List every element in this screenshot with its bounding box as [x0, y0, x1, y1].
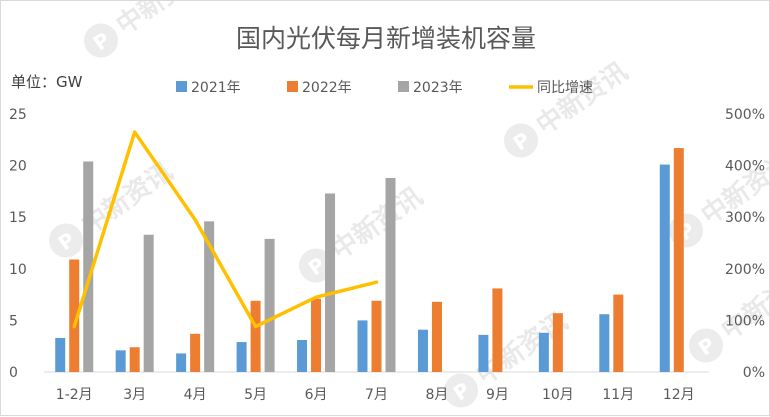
watermark-logo-icon [689, 328, 724, 363]
y-left-tick-label: 10 [9, 262, 27, 278]
bar [431, 301, 442, 372]
x-tick-label: 9月 [486, 387, 509, 403]
y-left-tick-label: 20 [9, 159, 27, 175]
x-tick-label: 7月 [365, 387, 388, 403]
bar [478, 334, 489, 372]
y-left-tick-label: 15 [9, 210, 27, 226]
bar [264, 238, 275, 372]
unit-label: 单位：GW [11, 73, 83, 91]
watermark-text: 中新资讯 [110, 1, 213, 41]
y-right-tick-label: 500% [725, 107, 765, 123]
y-left-tick-label: 25 [9, 107, 27, 123]
x-tick-label: 10月 [542, 387, 574, 403]
bar [115, 350, 126, 372]
bar [297, 340, 308, 372]
bar [236, 342, 247, 372]
watermark-text: 中新资讯 [325, 181, 428, 266]
bar [83, 161, 94, 372]
bar [176, 353, 187, 372]
bar [371, 300, 382, 372]
y-left-tick-label: 5 [9, 313, 18, 329]
y-left-tick-label: 0 [9, 365, 18, 381]
bar [385, 177, 396, 372]
y-axis-left: 0 5 10 15 20 25 [9, 107, 27, 381]
bar [613, 294, 624, 372]
bar [69, 259, 80, 372]
bar [659, 164, 670, 372]
bar [552, 313, 563, 372]
bar [55, 337, 66, 372]
bar [492, 288, 503, 372]
bar [417, 329, 428, 372]
legend-swatch [176, 81, 187, 92]
bar [325, 193, 336, 372]
y-right-tick-label: 200% [725, 262, 765, 278]
watermark-logo-icon [504, 123, 539, 158]
x-tick-label: 11月 [602, 387, 634, 403]
bar [357, 320, 368, 372]
watermark-logo-icon [299, 248, 334, 283]
bar [129, 347, 140, 372]
watermark-logo-icon [84, 23, 119, 58]
y-right-tick-label: 100% [725, 313, 765, 329]
legend-label: 2022年 [302, 80, 352, 96]
y-right-tick-label: 0% [743, 365, 765, 381]
bar [673, 148, 684, 372]
bar [599, 314, 610, 372]
line-layer [72, 130, 379, 329]
legend-label: 2021年 [191, 80, 241, 96]
y-right-tick-label: 300% [725, 210, 765, 226]
y-right-tick-label: 400% [725, 159, 765, 175]
x-tick-label: 6月 [305, 387, 328, 403]
x-tick-label: 8月 [425, 387, 448, 403]
bar [538, 332, 549, 372]
watermark-logo-icon [49, 223, 84, 258]
line-series [72, 130, 379, 329]
x-tick-label: 12月 [663, 387, 695, 403]
watermark-logo-icon [444, 373, 479, 408]
chart-title: 国内光伏每月新增装机容量 [236, 24, 536, 53]
watermark-text: 中新资讯 [530, 56, 633, 141]
x-tick-label: 4月 [184, 387, 207, 403]
bar [250, 300, 261, 372]
y-axis-right: 0% 100% 200% 300% 400% 500% [725, 107, 765, 381]
legend: 2021年 2022年 2023年 同比增速 [176, 80, 593, 96]
x-tick-label: 3月 [123, 387, 146, 403]
legend-label: 2023年 [413, 80, 463, 96]
legend-swatch [287, 81, 298, 92]
x-axis-labels: 1-2月 3月 4月 5月 6月 7月 8月 9月 10月 11月 12月 [56, 387, 695, 403]
x-tick-label: 1-2月 [56, 387, 93, 403]
bars-layer [55, 148, 684, 372]
bar [204, 221, 215, 372]
legend-swatch [398, 81, 409, 92]
legend-label: 同比增速 [537, 80, 593, 96]
bar [143, 234, 154, 372]
bar [311, 298, 322, 372]
bar [190, 333, 201, 372]
x-tick-label: 5月 [244, 387, 267, 403]
